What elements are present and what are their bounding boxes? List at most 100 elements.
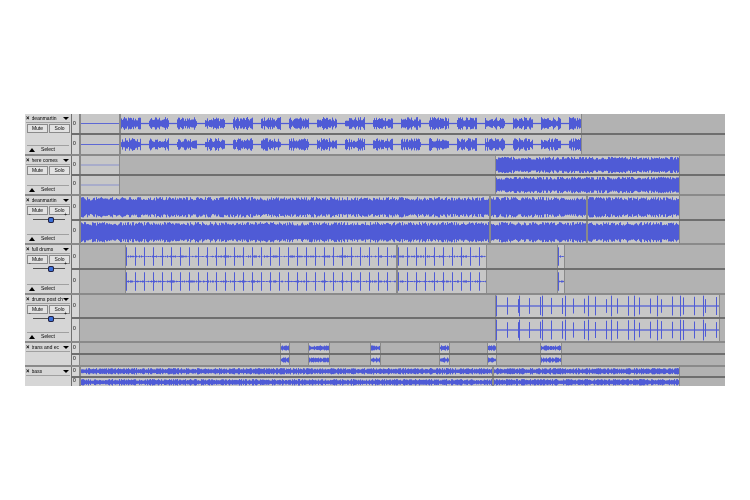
solo-button[interactable]: Solo (49, 124, 70, 133)
dropdown-arrow-icon[interactable] (63, 159, 69, 162)
track-name[interactable]: trans and ec (32, 345, 63, 351)
audio-clip[interactable] (80, 367, 493, 376)
track-name-bar[interactable]: × here comes (26, 157, 70, 165)
close-icon[interactable]: × (26, 116, 30, 122)
audio-clip[interactable] (125, 270, 397, 293)
close-icon[interactable]: × (26, 158, 30, 164)
audio-clip[interactable] (540, 343, 562, 353)
slider-thumb[interactable] (48, 266, 54, 272)
left-channel-lane[interactable] (80, 295, 725, 317)
solo-button[interactable]: Solo (49, 166, 70, 175)
track-name[interactable]: bass (32, 369, 63, 375)
select-button[interactable]: Select (27, 234, 69, 242)
audio-clip[interactable] (80, 135, 120, 154)
audio-clip[interactable] (487, 343, 497, 353)
track-name[interactable]: drums post ch (32, 297, 63, 303)
track-name[interactable]: deanmartin (32, 198, 63, 204)
dropdown-arrow-icon[interactable] (63, 370, 69, 373)
track-name[interactable]: deanmartin (32, 116, 63, 122)
audio-clip[interactable] (557, 245, 565, 268)
collapse-arrow-icon[interactable] (29, 237, 35, 241)
dropdown-arrow-icon[interactable] (63, 248, 69, 251)
collapse-arrow-icon[interactable] (29, 287, 35, 291)
audio-clip[interactable] (587, 196, 680, 219)
audio-clip[interactable] (80, 156, 120, 174)
close-icon[interactable]: × (26, 369, 30, 375)
right-channel-lane[interactable] (80, 319, 725, 341)
track-name[interactable]: full drums (32, 247, 63, 253)
audio-clip[interactable] (490, 221, 587, 244)
track-name-bar[interactable]: × full drums (26, 246, 70, 254)
audio-clip[interactable] (80, 221, 490, 244)
audio-clip[interactable] (495, 295, 720, 317)
audio-clip[interactable] (493, 378, 680, 387)
left-channel-lane[interactable] (80, 245, 725, 268)
left-channel-lane[interactable] (80, 114, 725, 133)
dropdown-arrow-icon[interactable] (63, 199, 69, 202)
right-channel-lane[interactable] (80, 355, 725, 365)
dropdown-arrow-icon[interactable] (63, 117, 69, 120)
slider-thumb[interactable] (48, 217, 54, 223)
track-name-bar[interactable]: × bass (26, 368, 70, 376)
gain-slider[interactable]: - + (29, 314, 67, 322)
audio-clip[interactable] (80, 378, 493, 387)
right-channel-lane[interactable] (80, 270, 725, 293)
audio-clip[interactable] (397, 245, 487, 268)
audio-clip[interactable] (487, 355, 497, 365)
audio-clip[interactable] (439, 355, 450, 365)
dropdown-arrow-icon[interactable] (63, 346, 69, 349)
slider-thumb[interactable] (48, 316, 54, 322)
select-button[interactable]: Select (27, 185, 69, 193)
audio-clip[interactable] (557, 270, 565, 293)
track-name-bar[interactable]: × deanmartin (26, 197, 70, 205)
left-channel-lane[interactable] (80, 367, 725, 376)
audio-clip[interactable] (397, 270, 487, 293)
audio-clip[interactable] (280, 355, 290, 365)
audio-clip[interactable] (120, 135, 582, 154)
audio-clip[interactable] (587, 221, 680, 244)
audio-clip[interactable] (120, 114, 582, 133)
right-channel-lane[interactable] (80, 176, 725, 194)
audio-clip[interactable] (370, 355, 381, 365)
collapse-arrow-icon[interactable] (29, 335, 35, 339)
left-channel-lane[interactable] (80, 156, 725, 174)
close-icon[interactable]: × (26, 198, 30, 204)
close-icon[interactable]: × (26, 345, 30, 351)
gain-slider[interactable]: - + (29, 215, 67, 223)
mute-button[interactable]: Mute (27, 166, 48, 175)
collapse-arrow-icon[interactable] (29, 188, 35, 192)
mute-button[interactable]: Mute (27, 124, 48, 133)
audio-clip[interactable] (493, 367, 680, 376)
audio-clip[interactable] (80, 196, 490, 219)
gain-slider[interactable]: - + (29, 264, 67, 272)
audio-clip[interactable] (280, 343, 290, 353)
audio-clip[interactable] (125, 245, 397, 268)
close-icon[interactable]: × (26, 297, 30, 303)
left-channel-lane[interactable] (80, 196, 725, 219)
audio-clip[interactable] (495, 176, 680, 194)
track-name-bar[interactable]: × drums post ch (26, 296, 70, 304)
select-button[interactable]: Select (27, 332, 69, 340)
audio-clip[interactable] (540, 355, 562, 365)
right-channel-lane[interactable] (80, 221, 725, 244)
audio-clip[interactable] (490, 196, 587, 219)
dropdown-arrow-icon[interactable] (63, 298, 69, 301)
audio-clip[interactable] (495, 319, 720, 341)
collapse-arrow-icon[interactable] (29, 148, 35, 152)
right-channel-lane[interactable] (80, 378, 725, 387)
select-button[interactable]: Select (27, 284, 69, 292)
audio-clip[interactable] (370, 343, 381, 353)
audio-clip[interactable] (308, 343, 330, 353)
right-channel-lane[interactable] (80, 135, 725, 154)
audio-clip[interactable] (80, 176, 120, 194)
close-icon[interactable]: × (26, 247, 30, 253)
left-channel-lane[interactable] (80, 343, 725, 353)
audio-clip[interactable] (80, 114, 120, 133)
track-name-bar[interactable]: × trans and ec (26, 344, 70, 352)
track-name[interactable]: here comes (32, 158, 63, 164)
select-button[interactable]: Select (27, 145, 69, 153)
audio-clip[interactable] (308, 355, 330, 365)
audio-clip[interactable] (439, 343, 450, 353)
track-name-bar[interactable]: × deanmartin (26, 115, 70, 123)
audio-clip[interactable] (495, 156, 680, 174)
